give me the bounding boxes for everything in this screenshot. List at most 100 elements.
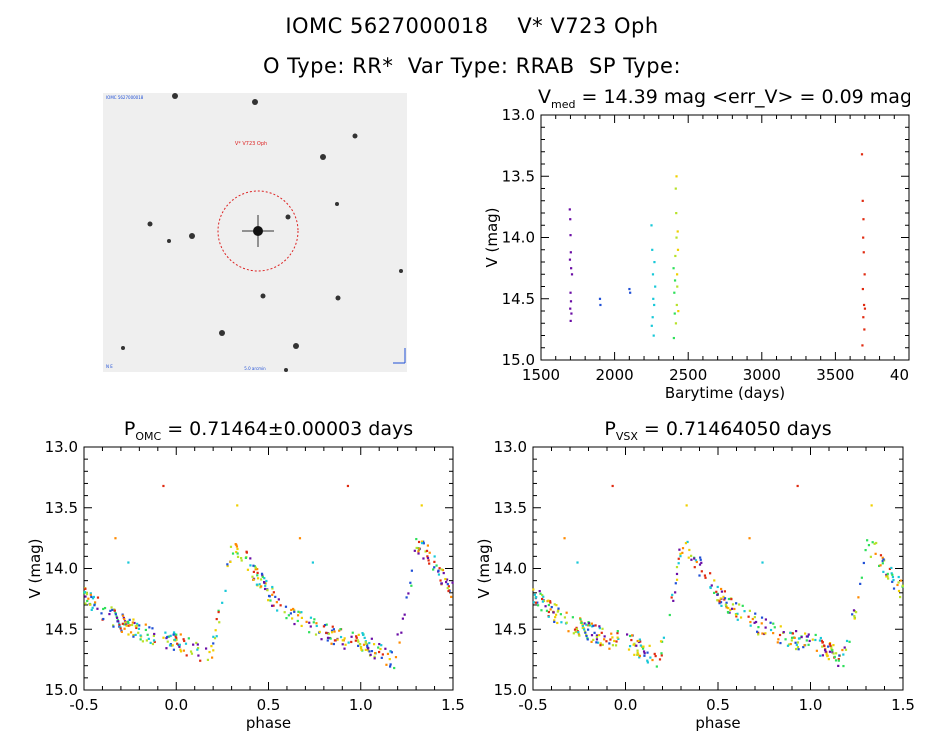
data-point bbox=[226, 563, 229, 566]
phase_vsx-title: PVSX = 0.71464050 days bbox=[604, 418, 831, 443]
data-point bbox=[127, 621, 130, 625]
data-point bbox=[333, 639, 337, 642]
data-point bbox=[735, 602, 738, 605]
data-point bbox=[93, 601, 97, 604]
data-point bbox=[652, 297, 655, 300]
phase_vsx-ylabel: V (mag) bbox=[475, 538, 493, 598]
field-star bbox=[284, 368, 288, 372]
phase-vsx-chart: PVSX = 0.71464050 days -0.5 0.0 0.5 1.0 1.5 13… bbox=[475, 418, 915, 732]
data-point bbox=[370, 637, 373, 640]
lightcurve-frame bbox=[540, 114, 910, 361]
data-point bbox=[373, 657, 376, 660]
data-point bbox=[315, 622, 318, 625]
x-tick-label: 1.5 bbox=[441, 696, 465, 714]
data-point bbox=[720, 587, 723, 591]
data-point bbox=[679, 555, 682, 558]
data-point bbox=[764, 632, 767, 635]
data-point bbox=[440, 582, 443, 585]
data-point bbox=[609, 638, 612, 641]
data-point bbox=[662, 636, 666, 639]
data-point bbox=[215, 617, 218, 621]
data-point bbox=[231, 552, 235, 555]
x-tick-label: 0.5 bbox=[257, 696, 281, 714]
data-point bbox=[754, 612, 757, 615]
data-point bbox=[92, 595, 95, 599]
data-point bbox=[276, 609, 279, 612]
data-point bbox=[861, 344, 864, 347]
field-star bbox=[172, 93, 178, 99]
data-point bbox=[100, 612, 103, 615]
data-point bbox=[595, 635, 599, 639]
target-star bbox=[253, 226, 263, 236]
x-tick-label: 0.5 bbox=[706, 696, 730, 714]
data-point bbox=[139, 634, 142, 637]
data-point bbox=[787, 643, 791, 646]
data-point bbox=[710, 584, 713, 587]
data-point bbox=[570, 312, 573, 315]
data-point bbox=[190, 652, 194, 655]
data-point bbox=[300, 611, 303, 614]
data-point bbox=[674, 591, 677, 594]
data-point bbox=[121, 613, 124, 616]
data-point bbox=[428, 562, 431, 565]
y-tick-label: 14.0 bbox=[494, 560, 527, 578]
data-point bbox=[187, 637, 190, 640]
data-point bbox=[818, 639, 822, 642]
data-point bbox=[636, 653, 639, 656]
data-point bbox=[867, 544, 871, 547]
data-point bbox=[169, 634, 172, 637]
data-point bbox=[254, 566, 257, 569]
data-point bbox=[366, 645, 369, 648]
data-point bbox=[258, 583, 261, 586]
data-point bbox=[284, 605, 288, 608]
data-point bbox=[135, 624, 139, 627]
data-point bbox=[244, 556, 247, 560]
data-point bbox=[325, 623, 328, 626]
data-point bbox=[118, 623, 121, 627]
data-point bbox=[309, 625, 312, 628]
data-point bbox=[853, 617, 856, 620]
data-point bbox=[109, 609, 112, 612]
data-point bbox=[615, 640, 618, 643]
data-point bbox=[735, 613, 738, 617]
data-point bbox=[859, 582, 862, 585]
data-point bbox=[723, 597, 727, 600]
data-point bbox=[346, 484, 350, 488]
data-point bbox=[841, 648, 844, 652]
data-point bbox=[367, 649, 370, 652]
data-point bbox=[629, 291, 632, 294]
data-point bbox=[616, 632, 619, 635]
data-point bbox=[807, 643, 810, 646]
data-point bbox=[134, 625, 137, 628]
data-point bbox=[703, 574, 707, 577]
data-point bbox=[91, 597, 95, 600]
data-point bbox=[96, 607, 99, 610]
data-point bbox=[279, 604, 282, 607]
data-point bbox=[263, 587, 267, 591]
data-point bbox=[221, 601, 224, 604]
data-point bbox=[693, 566, 696, 569]
data-point bbox=[601, 627, 604, 630]
data-point bbox=[261, 575, 264, 578]
data-point bbox=[377, 646, 380, 649]
data-point bbox=[637, 639, 640, 643]
finder-chart-canvas: V* V723 Oph IOMC 5627000018 N E 5.0 arcm… bbox=[106, 93, 406, 372]
data-point bbox=[532, 588, 535, 591]
x-tick-label: 1.0 bbox=[349, 696, 373, 714]
data-point bbox=[672, 599, 675, 602]
data-point bbox=[794, 641, 797, 644]
data-point bbox=[153, 632, 156, 636]
data-point bbox=[610, 632, 613, 635]
data-point bbox=[888, 567, 891, 571]
data-point bbox=[208, 650, 211, 654]
data-point bbox=[137, 631, 140, 634]
data-point bbox=[687, 556, 690, 559]
data-point bbox=[823, 648, 827, 651]
data-point bbox=[651, 273, 655, 276]
data-point bbox=[591, 625, 594, 628]
data-point bbox=[639, 640, 642, 643]
data-point bbox=[550, 606, 553, 609]
data-point bbox=[871, 541, 874, 544]
data-point bbox=[83, 591, 87, 594]
y-tick-label: 15.0 bbox=[45, 681, 78, 699]
